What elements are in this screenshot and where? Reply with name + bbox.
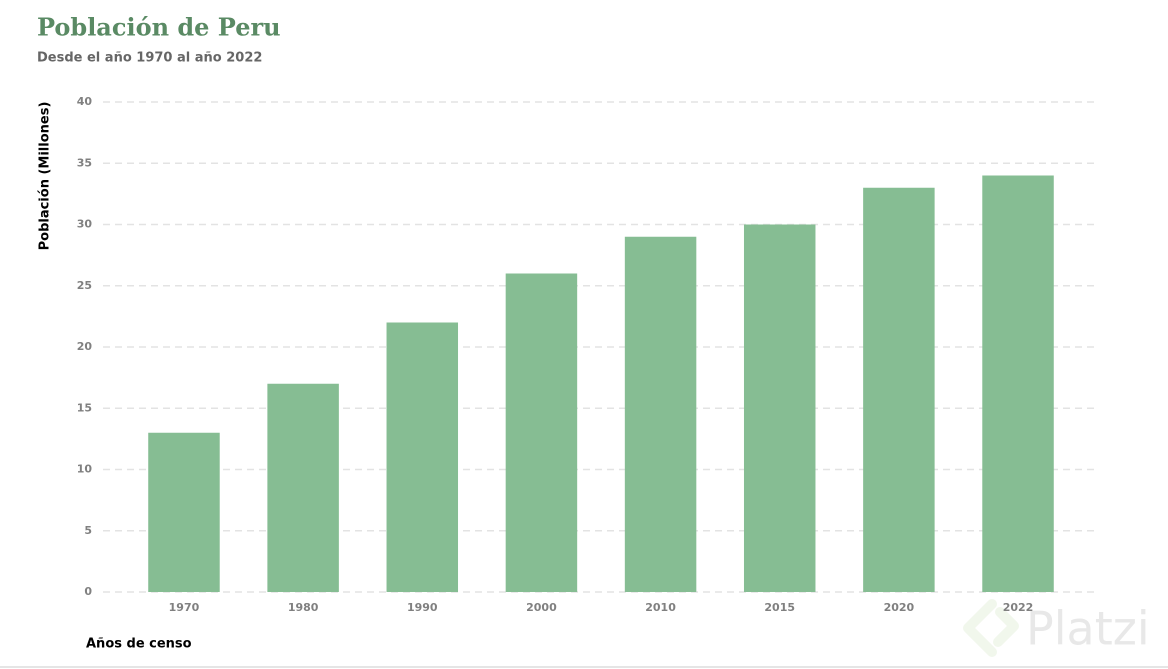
bar — [982, 175, 1054, 592]
x-tick-label: 1970 — [169, 601, 200, 614]
y-tick-label: 0 — [84, 585, 92, 598]
y-tick-label: 40 — [77, 95, 93, 108]
x-tick-label: 2000 — [526, 601, 557, 614]
bar — [743, 224, 816, 592]
y-tick-label: 5 — [84, 524, 92, 537]
y-tick-label: 15 — [77, 401, 92, 414]
y-tick-label: 20 — [77, 340, 93, 353]
watermark: Platzi — [1026, 602, 1150, 656]
y-tick-label: 35 — [77, 156, 92, 169]
y-tick-label: 25 — [77, 279, 92, 292]
x-tick-label: 2022 — [1003, 601, 1034, 614]
x-tick-label: 2010 — [645, 601, 676, 614]
y-tick-label: 10 — [77, 463, 93, 476]
bar — [386, 322, 459, 592]
bar — [624, 236, 697, 592]
x-tick-label: 2020 — [884, 601, 915, 614]
watermark-logo — [963, 599, 1019, 657]
x-axis-label: Años de censo — [86, 637, 192, 652]
y-axis-label: Población (Millones) — [38, 102, 53, 251]
bar — [148, 432, 220, 592]
bar — [505, 273, 578, 592]
y-tick-label: 30 — [77, 218, 93, 231]
x-tick-label: 1990 — [407, 601, 438, 614]
x-tick-label: 1980 — [288, 601, 319, 614]
chart-title: Población de Peru — [37, 13, 281, 42]
chart-subtitle: Desde el año 1970 al año 2022 — [37, 51, 262, 66]
x-tick-label: 2015 — [764, 601, 795, 614]
bar — [267, 383, 339, 592]
bar — [863, 187, 935, 592]
